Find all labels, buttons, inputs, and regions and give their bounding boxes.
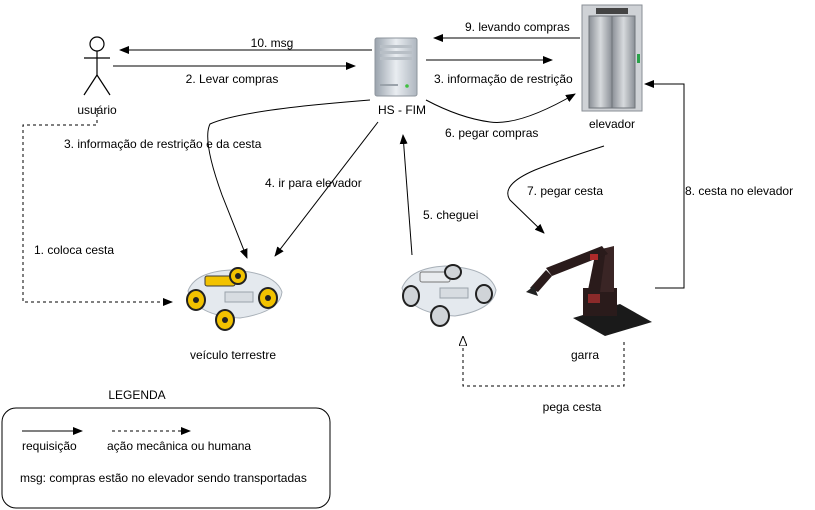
edge-cesta-elevador [644,80,685,289]
server-icon [374,37,418,97]
claw-icon [526,246,652,336]
user-icon [83,36,111,96]
edge-ir-elevador-label: 4. ir para elevador [265,176,362,190]
edge-coloca-cesta [22,108,173,306]
edge-levar-compras-label: 2. Levar compras [186,72,279,86]
edge-levando-compras-label: 9. levando compras [465,20,570,34]
edge-info-restricao-cesta [207,99,371,259]
edge-info-restricao-cesta-label: 3. informação de restrição e da cesta [64,137,262,151]
elevator-label: elevador [589,117,635,131]
legend-title: LEGENDA [108,388,165,402]
claw-label: garra [571,348,599,362]
vehicle-label: veículo terrestre [190,348,276,362]
edge-cheguei [399,134,413,256]
vehicle-2-icon [401,264,497,327]
edge-info-restricao-label: 3. informação de restrição [434,72,573,86]
legend-requisicao: requisição [22,439,77,453]
vehicle-icon [186,267,283,331]
legend [1,407,331,509]
edge-coloca-cesta-label: 1. coloca cesta [34,243,114,257]
server-label: HS - FIM [378,103,426,117]
legend-acao: ação mecânica ou humana [107,439,251,453]
edge-pegar-cesta-label: 7. pegar cesta [527,184,603,198]
edge-pegar-cesta [507,145,605,234]
elevator-icon [581,4,643,112]
edge-cesta-elevador-label: 8. cesta no elevador [685,184,793,198]
edge-pegar-compras [425,93,576,123]
legend-msg-note: msg: compras estão no elevador sendo tra… [20,471,307,485]
edge-pegar-compras-label: 6. pegar compras [445,126,538,140]
edge-msg-label: 10. msg [251,36,294,50]
edge-pega-cesta [463,337,625,387]
edge-cheguei-label: 5. cheguei [423,208,478,222]
edge-ir-elevador [274,121,379,257]
edge-pega-cesta-label: pega cesta [543,400,602,414]
